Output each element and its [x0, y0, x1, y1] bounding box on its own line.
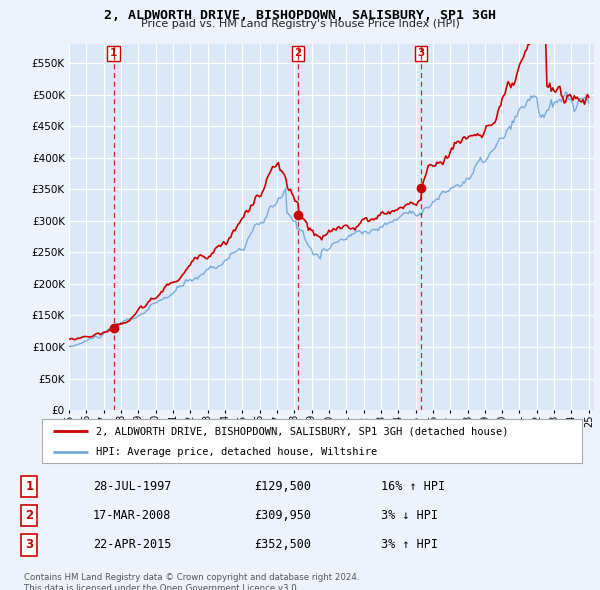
- Text: 16% ↑ HPI: 16% ↑ HPI: [380, 480, 445, 493]
- Text: 2: 2: [294, 48, 302, 58]
- Text: 28-JUL-1997: 28-JUL-1997: [92, 480, 171, 493]
- Text: 3: 3: [417, 48, 424, 58]
- Text: 3: 3: [25, 539, 34, 552]
- Text: 22-APR-2015: 22-APR-2015: [92, 539, 171, 552]
- Text: £129,500: £129,500: [254, 480, 311, 493]
- Text: 1: 1: [25, 480, 34, 493]
- Text: Price paid vs. HM Land Registry's House Price Index (HPI): Price paid vs. HM Land Registry's House …: [140, 19, 460, 30]
- Text: Contains HM Land Registry data © Crown copyright and database right 2024.
This d: Contains HM Land Registry data © Crown c…: [24, 573, 359, 590]
- Text: £352,500: £352,500: [254, 539, 311, 552]
- Text: 2: 2: [25, 509, 34, 522]
- Text: 2, ALDWORTH DRIVE, BISHOPDOWN, SALISBURY, SP1 3GH: 2, ALDWORTH DRIVE, BISHOPDOWN, SALISBURY…: [104, 9, 496, 22]
- Text: HPI: Average price, detached house, Wiltshire: HPI: Average price, detached house, Wilt…: [96, 447, 377, 457]
- Text: 2, ALDWORTH DRIVE, BISHOPDOWN, SALISBURY, SP1 3GH (detached house): 2, ALDWORTH DRIVE, BISHOPDOWN, SALISBURY…: [96, 427, 509, 436]
- Text: £309,950: £309,950: [254, 509, 311, 522]
- Text: 1: 1: [110, 48, 117, 58]
- Text: 3% ↑ HPI: 3% ↑ HPI: [380, 539, 437, 552]
- Text: 17-MAR-2008: 17-MAR-2008: [92, 509, 171, 522]
- Text: 3% ↓ HPI: 3% ↓ HPI: [380, 509, 437, 522]
